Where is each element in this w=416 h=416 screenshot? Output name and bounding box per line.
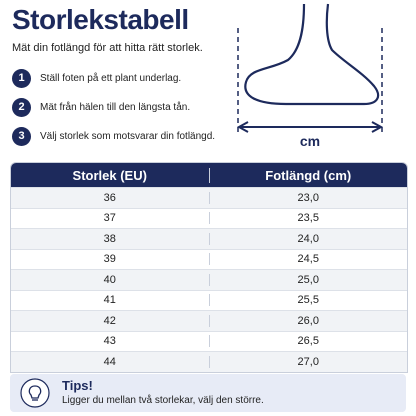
step: 2 Mät från hälen till den längsta tån. (12, 97, 190, 117)
tip-title: Tips! (62, 378, 93, 393)
step-number: 2 (12, 97, 31, 117)
table-row: 36 23,0 (11, 187, 407, 208)
bulb-icon (20, 378, 50, 408)
table-cell: 25,5 (297, 294, 319, 307)
table-row: 38 24,0 (11, 228, 407, 249)
tip-text: Ligger du mellan två storlekar, välj den… (62, 395, 264, 406)
table-cell: 24,0 (297, 232, 319, 245)
table-cell: 23,0 (297, 191, 319, 204)
table-cell: 27,0 (297, 355, 319, 368)
step-text: Ställ foten på ett plant underlag. (40, 72, 182, 84)
table-row: 41 25,5 (11, 289, 407, 311)
table-row: 43 26,5 (11, 330, 407, 352)
table-row: 42 26,0 (11, 310, 407, 331)
table-cell: 36 (11, 191, 210, 204)
title: Storlekstabell (12, 4, 189, 35)
table-cell: 37 (11, 212, 210, 225)
table-body: 36 23,0 37 23,5 38 24,0 39 24,5 40 25,0 41 25,5 42 26… (11, 187, 407, 372)
table-cell: 25,0 (297, 273, 319, 286)
table-cell: 26,0 (297, 314, 319, 327)
column-header: Storlek (EU) (11, 167, 210, 183)
step-text: Välj storlek som motsvarar din fotlängd. (40, 130, 216, 142)
subtitle: Mät din fotlängd för att hitta rätt stor… (12, 42, 203, 54)
table-cell: 26,5 (297, 335, 319, 348)
unit-label: cm (300, 133, 320, 149)
step-number: 3 (12, 126, 31, 146)
table-row: 37 23,5 (11, 207, 407, 229)
table-row: 40 25,0 (11, 269, 407, 290)
table-cell: 43 (11, 335, 210, 348)
table-row: 39 24,5 (11, 248, 407, 270)
table-header: Storlek (EU) Fotlängd (cm) (11, 163, 407, 187)
table-cell: 40 (11, 273, 210, 286)
tip-box: Tips! Ligger du mellan två storlekar, vä… (10, 374, 406, 412)
column-header: Fotlängd (cm) (265, 167, 352, 183)
table-cell: 39 (11, 253, 210, 266)
table-cell: 24,5 (297, 253, 319, 266)
step-text: Mät från hälen till den längsta tån. (40, 101, 191, 113)
table-cell: 23,5 (297, 212, 319, 225)
table-cell: 38 (11, 232, 210, 245)
step-number: 1 (12, 68, 31, 88)
table-row: 44 27,0 (11, 351, 407, 372)
size-table: Storlek (EU) Fotlängd (cm) 36 23,0 37 23,5 3… (10, 162, 408, 373)
table-cell: 42 (11, 314, 210, 327)
step: 3 Välj storlek som motsvarar din fotlängd… (12, 126, 215, 146)
table-cell: 41 (11, 294, 210, 307)
step: 1 Ställ foten på ett plant underlag. (12, 68, 181, 88)
table-cell: 44 (11, 355, 210, 368)
foot-illustration: cm (236, 3, 384, 149)
